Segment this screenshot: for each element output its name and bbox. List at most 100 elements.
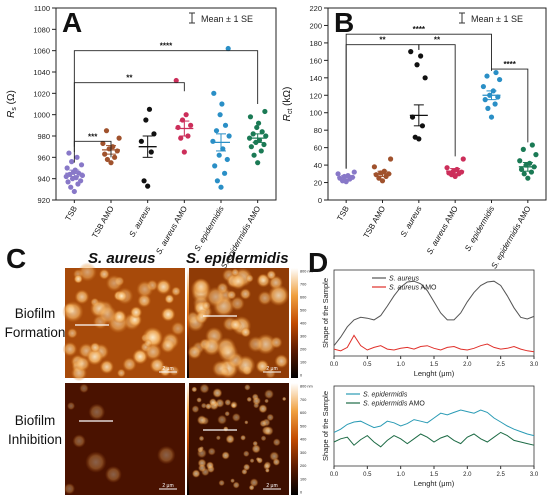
afm-particle xyxy=(246,396,252,403)
data-point xyxy=(146,106,153,112)
afm-particle xyxy=(74,289,90,305)
afm-particle xyxy=(231,268,240,277)
afm-particle xyxy=(249,458,255,464)
y-axis-label: Rct (kΩ) xyxy=(282,87,294,122)
afm-particle xyxy=(208,398,217,407)
significance-bracket xyxy=(345,44,420,169)
afm-particle xyxy=(282,396,287,402)
x-tick-label: S. epidermidis xyxy=(193,205,226,253)
y-tick-label: 1060 xyxy=(33,47,50,56)
data-point xyxy=(418,53,424,59)
data-point xyxy=(256,137,263,143)
afm-particle xyxy=(155,279,172,295)
data-point xyxy=(100,140,106,147)
data-point xyxy=(493,69,499,76)
afm-particle xyxy=(260,435,267,442)
afm-particle xyxy=(263,426,274,436)
afm-particle xyxy=(160,338,176,354)
afm-particle xyxy=(97,304,118,325)
afm-particle xyxy=(191,405,200,413)
afm-particle xyxy=(161,307,176,322)
data-point xyxy=(255,120,262,126)
afm-particle xyxy=(256,273,271,288)
data-point xyxy=(114,148,120,154)
series-line xyxy=(333,431,535,448)
colorbar-tick-label: 100 xyxy=(300,477,306,481)
afm-particle xyxy=(89,342,101,353)
data-point xyxy=(214,178,220,184)
data-point xyxy=(219,101,225,107)
afm-particle xyxy=(258,404,268,414)
afm-particle xyxy=(239,288,252,300)
data-point xyxy=(485,105,491,111)
y-tick-label: 940 xyxy=(37,175,50,184)
y-tick-label: 1100 xyxy=(34,4,50,13)
colorbar-tick-label: 100 xyxy=(300,361,306,365)
significance-bracket xyxy=(73,50,259,147)
afm-particle xyxy=(221,451,230,460)
data-point xyxy=(216,152,222,158)
series-line xyxy=(333,280,535,347)
afm-particle xyxy=(170,321,186,336)
plot-frame xyxy=(333,269,535,357)
afm-particle xyxy=(223,426,229,432)
afm-particle xyxy=(191,469,201,478)
afm-particle xyxy=(249,478,259,487)
afm-particle xyxy=(205,286,227,308)
afm-particle xyxy=(116,368,126,378)
data-point xyxy=(151,131,157,137)
data-point xyxy=(225,45,231,52)
colorbar-tick-label: 700 xyxy=(300,283,306,287)
afm-particle xyxy=(201,300,212,311)
afm-particle xyxy=(224,410,230,417)
data-point xyxy=(259,129,265,135)
data-point xyxy=(408,49,414,55)
afm-row-label: Inhibition xyxy=(8,432,62,447)
x-tick-label: 3.0 xyxy=(530,472,539,478)
afm-particle xyxy=(241,468,248,475)
data-point xyxy=(247,114,254,120)
afm-particle xyxy=(218,342,239,363)
afm-particle xyxy=(62,300,84,323)
x-tick-label: 0.5 xyxy=(363,472,372,478)
data-point xyxy=(141,178,147,184)
afm-particle xyxy=(63,483,76,495)
panel-b: 0 20 40 60 80 100 120 140 160 180 200 220 TSB TSB AMO… xyxy=(282,4,547,270)
x-tick-label: S. aureus xyxy=(399,205,424,239)
data-point xyxy=(517,158,523,164)
afm-particle xyxy=(267,284,290,307)
afm-particle xyxy=(240,327,251,338)
significance-label: *** xyxy=(88,132,98,141)
afm-particle xyxy=(196,448,207,459)
x-tick-label: TSB AMO xyxy=(90,205,116,240)
afm-particle xyxy=(266,413,274,422)
data-point xyxy=(210,138,216,144)
afm-particle xyxy=(191,386,198,393)
data-point xyxy=(226,133,232,139)
data-point xyxy=(248,144,254,150)
data-point xyxy=(145,183,151,189)
afm-particle xyxy=(252,396,261,406)
afm-particle xyxy=(202,336,221,356)
x-tick-label: 3.0 xyxy=(530,362,539,368)
y-tick-label: 140 xyxy=(309,74,322,83)
data-point xyxy=(112,154,118,160)
afm-particle xyxy=(88,403,106,421)
colorbar-tick-label: 0 xyxy=(300,374,302,378)
data-point xyxy=(78,162,85,168)
data-point xyxy=(69,159,75,165)
y-tick-label: 220 xyxy=(309,4,322,13)
scale-bar-label: 2 μm xyxy=(162,366,173,372)
afm-particle xyxy=(264,389,274,400)
afm-particle xyxy=(263,462,271,470)
y-tick-label: 1020 xyxy=(33,89,50,98)
x-axis-label: Lenght (μm) xyxy=(414,479,455,488)
x-tick-label: 1.0 xyxy=(396,472,405,478)
afm-particle xyxy=(66,401,76,411)
afm-particle xyxy=(272,458,281,466)
afm-particle xyxy=(225,434,235,444)
afm-particle xyxy=(74,355,91,372)
x-tick-label: S. aureus AMO xyxy=(425,204,460,255)
data-point xyxy=(78,178,84,184)
data-point xyxy=(371,164,377,170)
